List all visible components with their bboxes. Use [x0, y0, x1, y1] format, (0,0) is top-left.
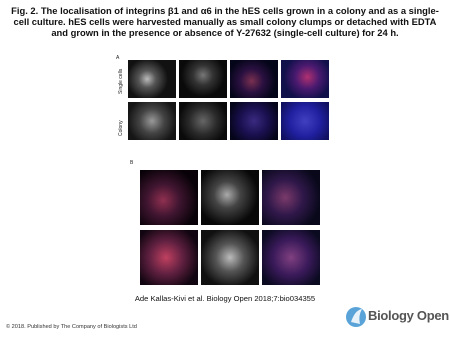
- micrograph: [262, 230, 320, 285]
- citation: Ade Kallas-Kivi et al. Biology Open 2018…: [134, 294, 316, 303]
- micrograph: [128, 60, 176, 98]
- micrograph: [128, 102, 176, 140]
- logo-icon: [346, 307, 366, 327]
- row-label: Single cells: [118, 68, 124, 94]
- micrograph: [230, 60, 278, 98]
- panel-label: B: [130, 160, 134, 166]
- micrograph: [179, 102, 227, 140]
- micrograph: [281, 102, 329, 140]
- copyright: © 2018. Published by The Company of Biol…: [6, 324, 137, 330]
- micrograph: [201, 170, 259, 225]
- micrograph: [179, 60, 227, 98]
- micrograph: [201, 230, 259, 285]
- micrograph: [281, 60, 329, 98]
- micrograph: [262, 170, 320, 225]
- micrograph: [140, 230, 198, 285]
- journal-logo: Biology Open: [346, 304, 449, 330]
- logo-text: Biology Open: [368, 308, 449, 323]
- micrograph: [140, 170, 198, 225]
- row-label: Colony: [118, 120, 124, 136]
- slide-title: Fig. 2. The localisation of integrins β1…: [11, 5, 439, 38]
- micrograph: [230, 102, 278, 140]
- panel-label: A: [116, 55, 120, 61]
